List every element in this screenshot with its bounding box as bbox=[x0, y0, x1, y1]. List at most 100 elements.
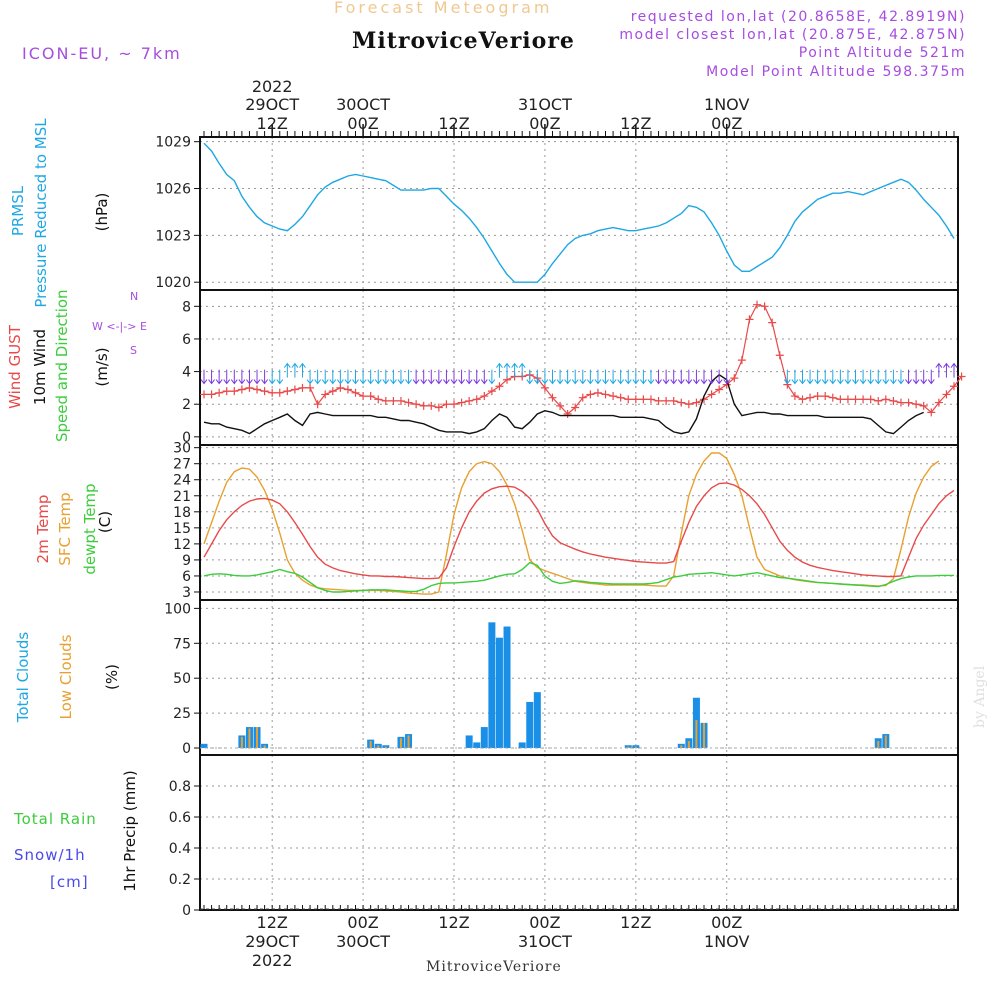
wind-arrow-shape bbox=[208, 369, 215, 385]
x-tick-label: 00Z bbox=[711, 913, 742, 932]
gust-marker bbox=[836, 395, 845, 404]
low-cloud-bar bbox=[680, 745, 683, 749]
y-tick-label: 1026 bbox=[155, 182, 191, 198]
total-cloud-bar bbox=[465, 735, 473, 749]
wind-arrow bbox=[670, 369, 678, 385]
gust-marker bbox=[912, 400, 921, 409]
wind-arrow-shape bbox=[693, 369, 700, 385]
wind-arrow bbox=[215, 369, 223, 385]
gust-marker bbox=[396, 396, 405, 405]
wind-arrow-shape bbox=[496, 362, 503, 378]
gust-marker bbox=[904, 398, 913, 407]
y-tick-label: 6 bbox=[182, 332, 191, 348]
wind-arrow bbox=[897, 369, 905, 385]
wind-arrow bbox=[723, 369, 731, 385]
wind-arrow bbox=[624, 369, 632, 385]
wind-arrow-shape bbox=[723, 369, 731, 385]
gust-marker bbox=[715, 385, 724, 394]
wind-arrow bbox=[602, 369, 609, 385]
wind-arrow bbox=[405, 369, 412, 385]
wind-arrow-shape bbox=[920, 369, 928, 385]
wind-arrow-shape bbox=[526, 369, 534, 385]
wind-arrow bbox=[443, 369, 450, 385]
wind-arrow-shape bbox=[624, 369, 632, 385]
wind-arrow bbox=[867, 369, 875, 385]
wind-arrow-shape bbox=[329, 369, 337, 385]
wind-arrow-shape bbox=[799, 369, 806, 385]
gust-marker bbox=[586, 390, 595, 399]
gust-marker bbox=[616, 393, 625, 402]
wind-arrow-shape bbox=[708, 369, 715, 385]
total-cloud-bar bbox=[518, 742, 526, 749]
gust-marker bbox=[843, 395, 852, 404]
total-cloud-bar bbox=[503, 626, 511, 749]
wind-arrow-shape bbox=[594, 369, 602, 385]
y-tick-label: 1023 bbox=[155, 228, 191, 244]
wind-arrow bbox=[367, 369, 375, 385]
total-cloud-bar bbox=[533, 692, 541, 749]
wind-arrow-shape bbox=[518, 362, 526, 378]
low-cloud-bar bbox=[687, 741, 690, 749]
x-date-label: 30OCT bbox=[336, 95, 390, 114]
gust-marker bbox=[419, 401, 428, 410]
wind-arrow-shape bbox=[662, 369, 670, 385]
x-year-label: 2022 bbox=[252, 951, 293, 970]
gust-marker bbox=[200, 390, 208, 399]
gust-marker bbox=[245, 383, 254, 392]
gust-marker bbox=[806, 393, 815, 402]
wind-arrow-shape bbox=[541, 369, 549, 385]
x-tick-label: 12Z bbox=[257, 913, 288, 932]
wind-arrow-shape bbox=[586, 369, 594, 385]
wind-arrow bbox=[556, 369, 564, 385]
wind-arrow-shape bbox=[352, 369, 359, 385]
wind-arrow bbox=[662, 369, 670, 385]
wind-arrow bbox=[488, 369, 496, 385]
wind-arrow-shape bbox=[261, 369, 269, 385]
wind-arrow-shape bbox=[321, 369, 329, 385]
gust-marker bbox=[351, 388, 360, 397]
gust-marker bbox=[866, 395, 875, 404]
wind-arrow bbox=[268, 369, 276, 385]
wind-arrow-shape bbox=[927, 369, 935, 385]
low-cloud-bar bbox=[256, 727, 259, 749]
gust-marker bbox=[343, 385, 352, 394]
x-date-label: 29OCT bbox=[245, 932, 299, 951]
gust-marker bbox=[677, 398, 686, 407]
wind-arrow bbox=[882, 369, 890, 385]
wind-arrow bbox=[632, 369, 640, 385]
gust-marker bbox=[593, 388, 602, 397]
wind-arrow bbox=[208, 369, 215, 385]
gust-marker bbox=[828, 393, 837, 402]
gust-marker bbox=[253, 385, 262, 394]
wind-arrow-shape bbox=[299, 362, 306, 378]
gust-marker bbox=[730, 374, 739, 383]
wind-arrow bbox=[465, 369, 473, 385]
gust-marker bbox=[222, 387, 231, 396]
y-tick-label: 3 bbox=[182, 585, 191, 601]
wind-arrow-shape bbox=[314, 369, 322, 385]
wind-arrow bbox=[617, 369, 625, 385]
wind-arrow-shape bbox=[397, 369, 405, 385]
gust-marker bbox=[268, 388, 277, 397]
wind-arrow-shape bbox=[685, 369, 693, 385]
gust-marker bbox=[950, 382, 958, 391]
wind-arrow bbox=[276, 369, 284, 385]
gust-marker bbox=[768, 318, 777, 327]
wind-arrow bbox=[397, 369, 405, 385]
wind-arrow bbox=[549, 369, 556, 385]
gust-marker bbox=[669, 396, 678, 405]
wind-arrow bbox=[253, 369, 261, 385]
wind-arrow bbox=[420, 369, 428, 385]
wind-arrow-shape bbox=[291, 362, 299, 378]
requested-coords: requested lon,lat (20.8658E, 42.8919N) bbox=[630, 9, 966, 25]
low-cloud-bar bbox=[703, 722, 705, 749]
x-tick-label: 12Z bbox=[620, 913, 651, 932]
gust-marker bbox=[654, 396, 663, 405]
y-tick-label: 1029 bbox=[155, 135, 191, 151]
wind-arrow-shape bbox=[602, 369, 609, 385]
wind-arrow bbox=[943, 362, 950, 378]
gust-marker bbox=[927, 408, 936, 417]
wind-arrow bbox=[836, 369, 844, 385]
y-tick-label: 0 bbox=[182, 903, 191, 919]
wind-arrow-shape bbox=[336, 369, 344, 385]
